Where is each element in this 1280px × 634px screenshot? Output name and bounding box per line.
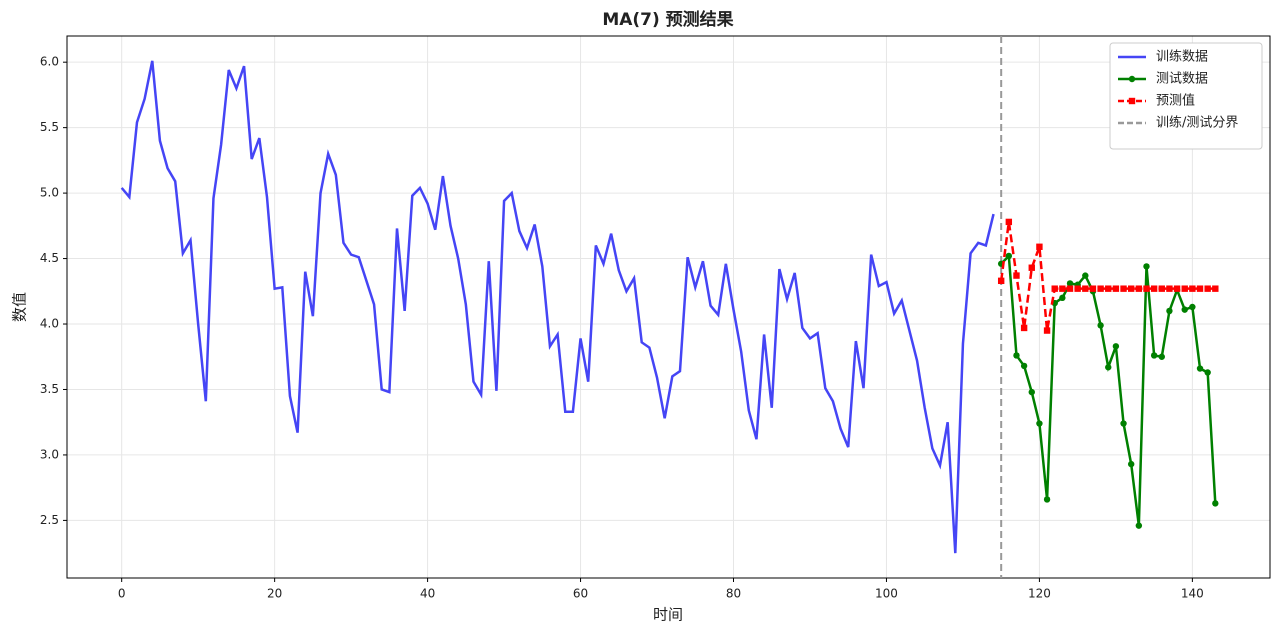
- data-point: [1020, 362, 1028, 370]
- data-point: [1166, 285, 1173, 292]
- data-point: [1066, 280, 1074, 287]
- plot-frame: [66, 35, 1271, 579]
- data-point: [1028, 388, 1035, 396]
- data-point: [1005, 252, 1013, 260]
- x-tick-label: 60: [573, 587, 588, 601]
- data-point: [1127, 460, 1135, 468]
- chart-title: MA(7) 预测结果: [602, 9, 733, 30]
- y-tick-label: 4.0: [40, 317, 59, 331]
- x-axis-label: 时间: [653, 606, 683, 624]
- data-point: [1181, 306, 1188, 313]
- data-point: [1089, 285, 1097, 292]
- data-point: [1051, 285, 1058, 292]
- x-tick-label: 40: [420, 587, 435, 601]
- y-tick-label: 5.0: [40, 186, 59, 200]
- legend-box: [1109, 42, 1263, 150]
- x-tick-label: 140: [1181, 587, 1204, 601]
- data-point: [1036, 243, 1043, 250]
- data-point: [1059, 285, 1066, 292]
- y-tick-label: 3.0: [40, 447, 59, 461]
- y-tick-label: 3.5: [40, 382, 59, 396]
- data-point: [1036, 420, 1043, 427]
- data-point: [1196, 365, 1204, 372]
- data-point: [1150, 285, 1158, 292]
- data-point: [1158, 285, 1165, 292]
- x-tick-label: 120: [1028, 587, 1051, 601]
- data-point: [1135, 522, 1143, 529]
- x-tick-label: 100: [875, 587, 898, 601]
- data-point: [1120, 420, 1127, 427]
- data-point: [1158, 353, 1165, 360]
- data-point: [1120, 285, 1127, 292]
- data-point: [1097, 322, 1104, 329]
- data-point: [1020, 324, 1028, 332]
- data-point: [1074, 285, 1081, 292]
- data-point: [1005, 218, 1013, 226]
- y-tick-label: 4.5: [40, 251, 59, 265]
- data-point: [1105, 285, 1112, 292]
- data-point: [1013, 272, 1020, 279]
- data-point: [1013, 352, 1020, 359]
- x-tick-label: 80: [726, 587, 741, 601]
- data-point: [1127, 285, 1135, 292]
- y-axis-label: 数值: [11, 292, 29, 322]
- data-point: [1212, 500, 1219, 507]
- data-point: [1212, 285, 1219, 292]
- series-line: [999, 221, 1216, 331]
- legend-marker: [1128, 75, 1136, 83]
- data-point: [997, 277, 1005, 285]
- x-tick-label: 20: [267, 587, 282, 601]
- y-tick-label: 2.5: [40, 513, 59, 527]
- data-point: [1204, 285, 1211, 292]
- legend-label: 训练数据: [1156, 50, 1208, 65]
- data-point: [1189, 303, 1196, 311]
- y-tick-label: 6.0: [40, 55, 59, 69]
- data-point: [1082, 285, 1089, 292]
- x-tick-label: 0: [118, 587, 126, 601]
- data-point: [1043, 496, 1051, 503]
- data-point: [1189, 285, 1196, 292]
- legend-label: 训练/测试分界: [1156, 116, 1238, 131]
- data-point: [1097, 285, 1104, 292]
- data-point: [1150, 352, 1158, 359]
- data-point: [1066, 285, 1074, 292]
- data-point: [1082, 272, 1089, 279]
- data-point: [1059, 294, 1066, 302]
- data-point: [1204, 369, 1211, 376]
- legend-marker: [1128, 97, 1136, 105]
- data-point: [1028, 264, 1035, 271]
- legend-label: 预测值: [1156, 93, 1195, 109]
- data-point: [1143, 263, 1150, 270]
- data-point: [1173, 285, 1181, 292]
- data-point: [1166, 307, 1173, 315]
- data-point: [1135, 285, 1143, 292]
- legend-label: 测试数据: [1156, 72, 1208, 87]
- y-tick-label: 5.5: [40, 120, 59, 134]
- series-line: [120, 60, 995, 554]
- data-point: [1196, 285, 1204, 292]
- data-point: [1112, 285, 1120, 292]
- data-point: [1143, 285, 1150, 292]
- data-point: [1105, 364, 1112, 371]
- data-point: [1181, 285, 1188, 292]
- data-point: [1043, 327, 1051, 334]
- data-point: [1112, 343, 1120, 350]
